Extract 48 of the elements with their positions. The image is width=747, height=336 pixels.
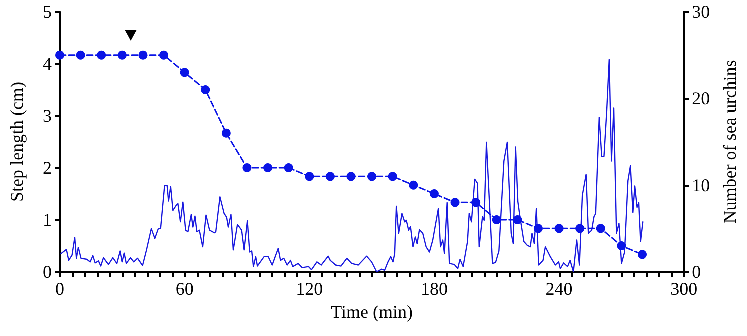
point bbox=[222, 128, 231, 138]
y2-tick-label: 30 bbox=[692, 2, 710, 22]
point bbox=[513, 216, 522, 224]
point bbox=[284, 164, 294, 172]
point bbox=[617, 242, 626, 250]
point bbox=[346, 172, 356, 182]
y-tick-label: 4 bbox=[43, 54, 52, 74]
point bbox=[492, 216, 502, 224]
point bbox=[97, 50, 106, 60]
point bbox=[180, 68, 190, 78]
point bbox=[368, 172, 377, 182]
point bbox=[242, 164, 252, 172]
point bbox=[450, 198, 460, 208]
y2-tick-label: 0 bbox=[692, 262, 702, 282]
point bbox=[576, 224, 585, 234]
y2-axis-title: Number of sea urchins bbox=[720, 60, 740, 224]
point bbox=[409, 180, 418, 190]
point bbox=[326, 172, 335, 182]
x-tick-label: 300 bbox=[670, 279, 698, 299]
x-tick-label: 180 bbox=[420, 279, 448, 299]
x-axis-title: Time (min) bbox=[331, 302, 413, 322]
y-tick-label: 5 bbox=[43, 2, 52, 22]
point bbox=[430, 190, 439, 198]
point bbox=[118, 50, 127, 60]
x-tick-label: 240 bbox=[546, 279, 573, 299]
point bbox=[534, 224, 543, 234]
point bbox=[554, 224, 564, 234]
y-tick-label: 0 bbox=[43, 262, 52, 282]
x-tick-label: 0 bbox=[56, 279, 64, 299]
y-tick-label: 2 bbox=[43, 158, 52, 178]
point bbox=[305, 172, 314, 182]
point bbox=[388, 172, 398, 182]
point bbox=[472, 198, 481, 208]
point bbox=[596, 224, 606, 234]
y-tick-label: 3 bbox=[43, 106, 52, 126]
y2-tick-label: 20 bbox=[692, 88, 710, 109]
point bbox=[160, 50, 169, 60]
point bbox=[76, 50, 86, 60]
y2-tick-label: 10 bbox=[692, 175, 710, 196]
point bbox=[138, 50, 148, 60]
point bbox=[638, 250, 647, 260]
point bbox=[201, 86, 210, 94]
y-tick-label: 1 bbox=[43, 210, 52, 230]
point bbox=[264, 164, 273, 172]
x-tick-label: 60 bbox=[176, 279, 194, 299]
y-axis-title: Step length (cm) bbox=[7, 82, 27, 202]
point bbox=[56, 50, 64, 60]
x-tick-label: 120 bbox=[296, 279, 324, 299]
